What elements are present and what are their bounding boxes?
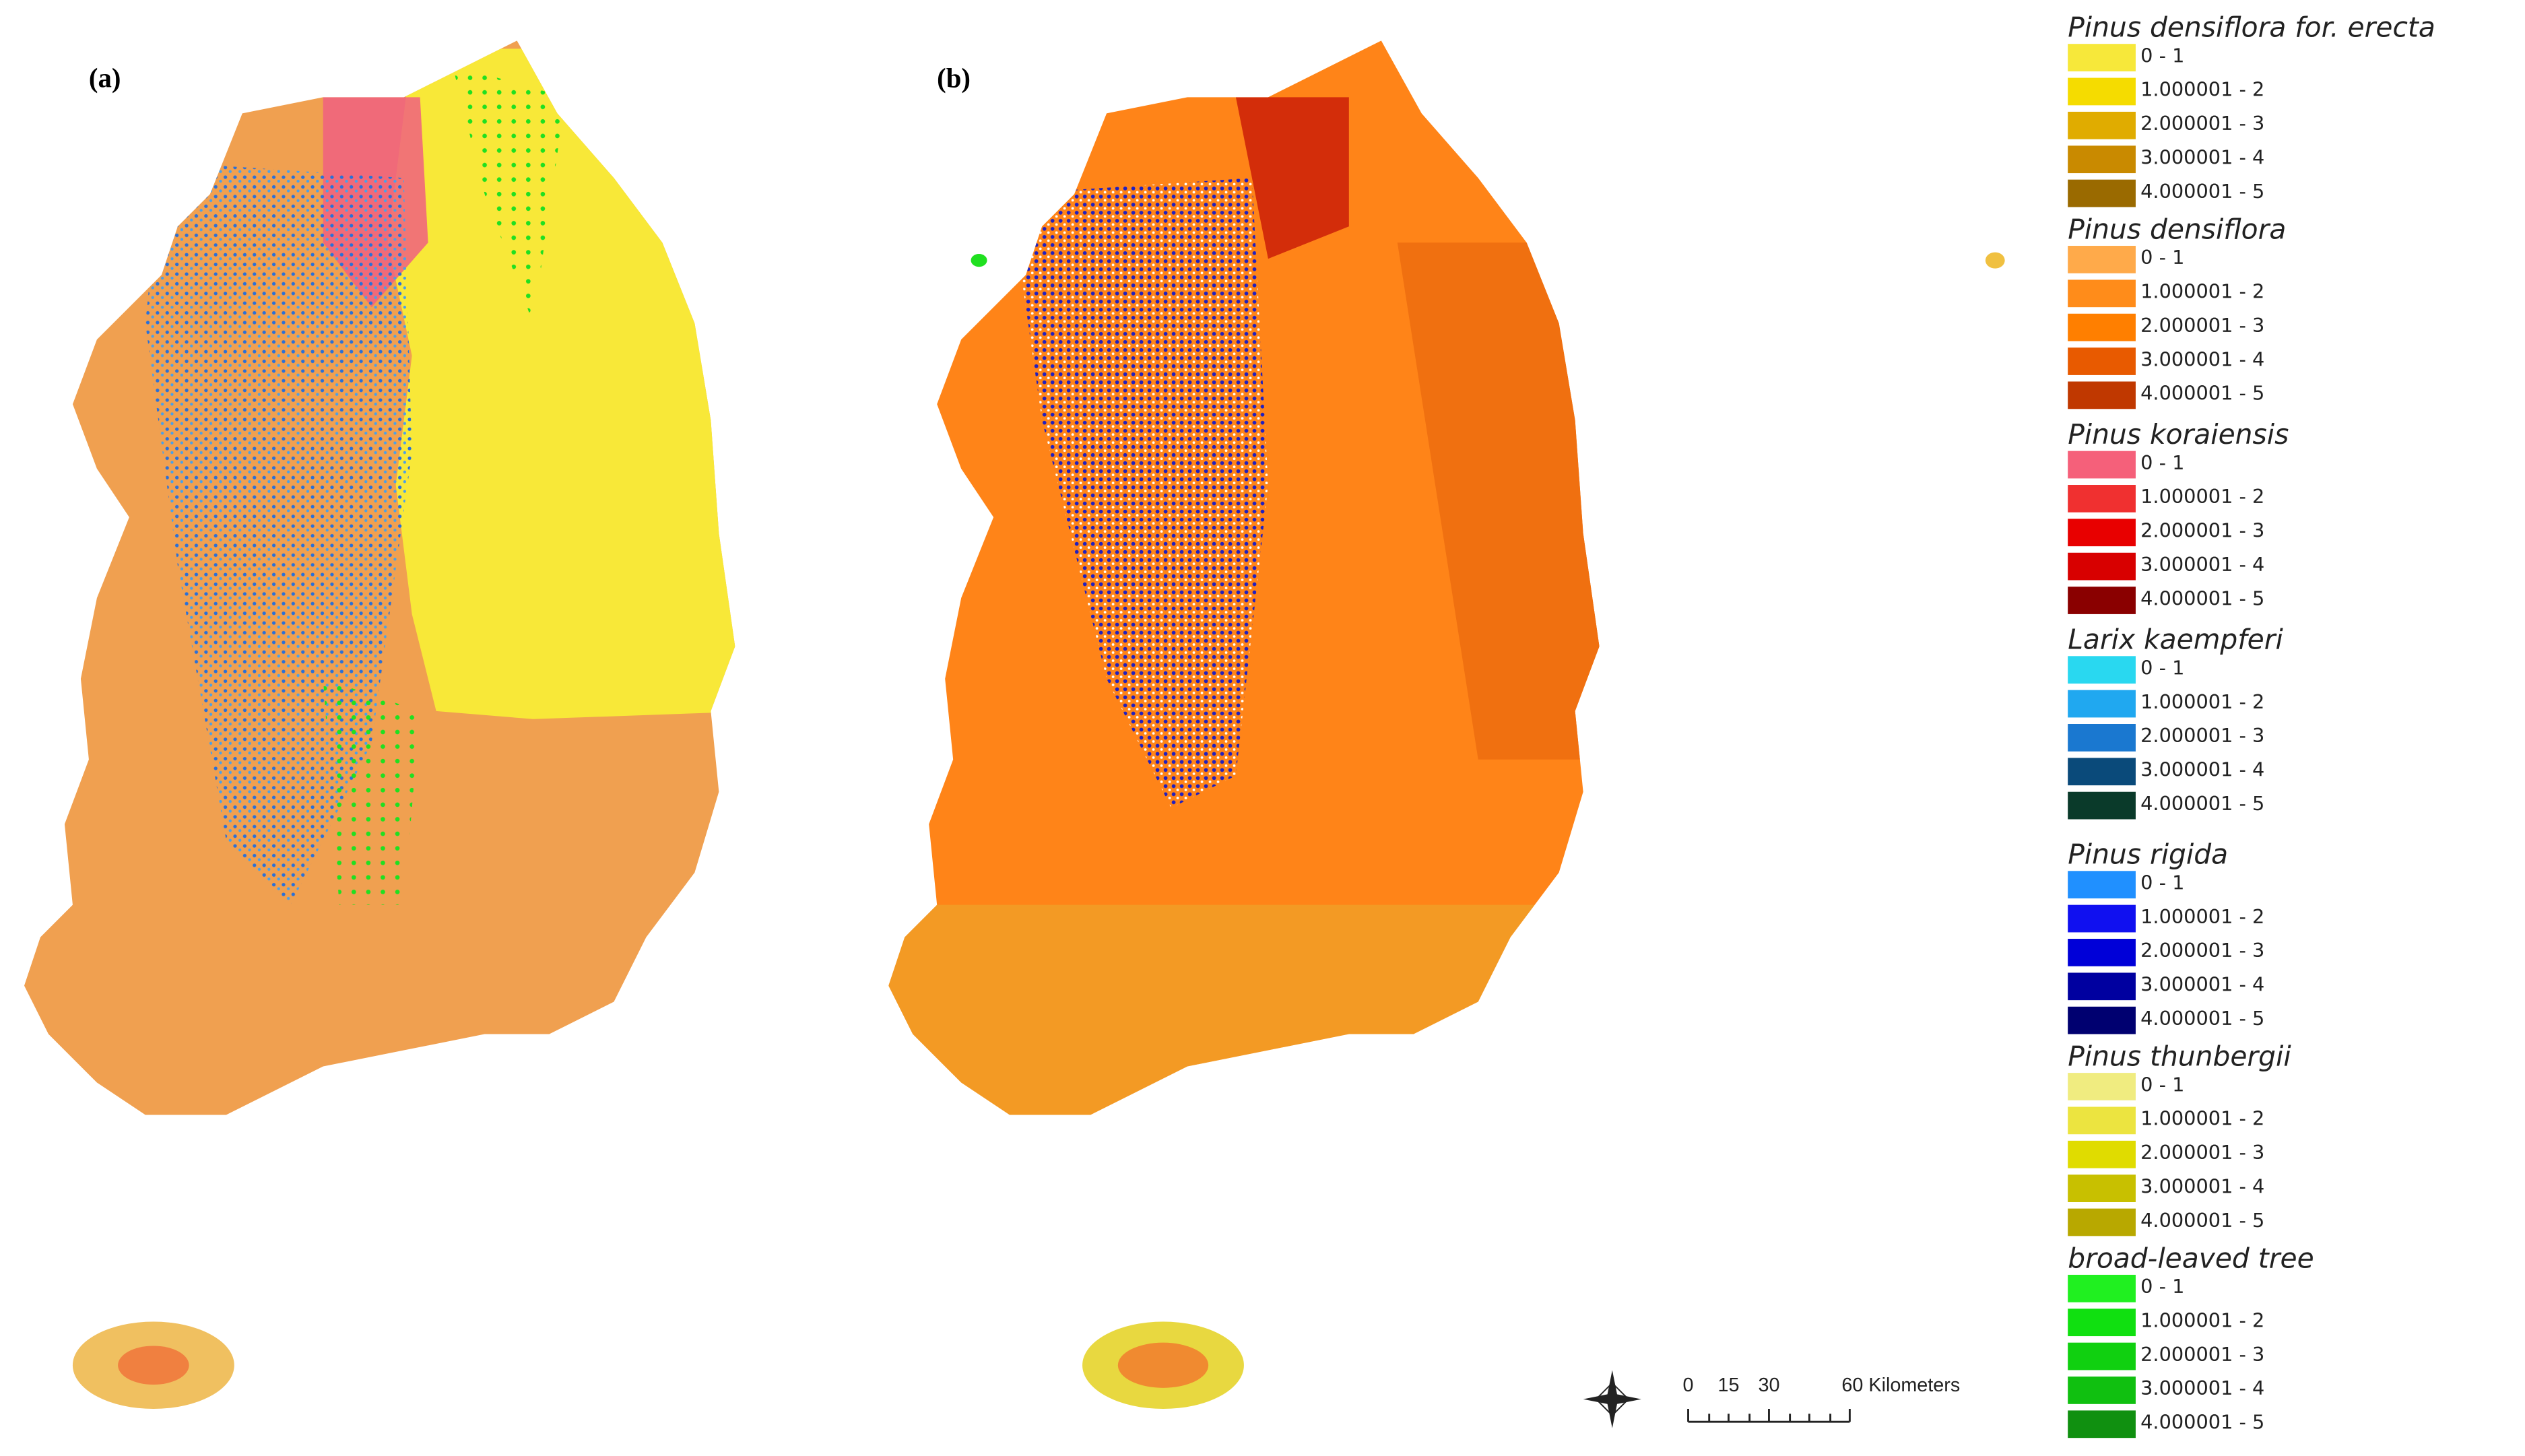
legend-label: 4.000001 - 5 <box>2140 792 2264 815</box>
legend-label: 3.000001 - 4 <box>2140 1377 2264 1399</box>
legend-swatch <box>2068 1274 2136 1302</box>
legend-label: 4.000001 - 5 <box>2140 382 2264 405</box>
legend-title: broad-leaved tree <box>2068 1242 2314 1274</box>
legend-swatch <box>2068 1106 2136 1135</box>
legend-label: 2.000001 - 3 <box>2140 112 2264 135</box>
legend-swatch <box>2068 552 2136 581</box>
legend-swatch <box>2068 279 2136 308</box>
legend-label: 1.000001 - 2 <box>2140 280 2264 303</box>
legend-title: Larix kaempferi <box>2068 624 2283 656</box>
legend-swatch <box>2068 145 2136 174</box>
scale-label: 0 <box>1683 1375 1694 1396</box>
legend-label: 0 - 1 <box>2140 871 2184 894</box>
legend-swatch <box>2068 1073 2136 1100</box>
legend-label: 3.000001 - 4 <box>2140 348 2264 370</box>
legend-label: 0 - 1 <box>2140 1275 2184 1298</box>
legend-label: 2.000001 - 3 <box>2140 519 2264 542</box>
legend-swatch <box>2068 791 2136 820</box>
legend-label: 2.000001 - 3 <box>2140 314 2264 337</box>
legend-label: 1.000001 - 2 <box>2140 485 2264 508</box>
legend-swatch <box>2068 939 2136 966</box>
legend-label: 1.000001 - 2 <box>2140 1309 2264 1331</box>
legend-label: 0 - 1 <box>2140 44 2184 67</box>
legend-label: 2.000001 - 3 <box>2140 1141 2264 1164</box>
legend-swatch <box>2068 904 2136 933</box>
legend-title: Pinus thunbergii <box>2068 1040 2291 1073</box>
legend-swatch <box>2068 313 2136 341</box>
scale-label: 15 <box>1717 1375 1739 1396</box>
panel-label: (a) <box>89 63 121 94</box>
legend-swatch <box>2068 690 2136 718</box>
legend-label: 2.000001 - 3 <box>2140 939 2264 962</box>
legend-label: 1.000001 - 2 <box>2140 690 2264 713</box>
legend-label: 3.000001 - 4 <box>2140 553 2264 576</box>
legend-swatch <box>2068 179 2136 207</box>
panel-label: (b) <box>937 63 971 94</box>
legend-swatch <box>2068 1140 2136 1168</box>
legend-swatch <box>2068 1006 2136 1034</box>
legend-swatch <box>2068 519 2136 547</box>
legend-label: 1.000001 - 2 <box>2140 78 2264 101</box>
legend-swatch <box>2068 972 2136 1001</box>
legend-label: 2.000001 - 3 <box>2140 1343 2264 1366</box>
legend-label: 2.000001 - 3 <box>2140 724 2264 747</box>
legend-swatch <box>2068 1377 2136 1404</box>
legend-label: 3.000001 - 4 <box>2140 145 2264 168</box>
legend-swatch <box>2068 1309 2136 1337</box>
legend-swatch <box>2068 77 2136 106</box>
compass <box>1583 1370 1641 1428</box>
legend-swatch <box>2068 758 2136 786</box>
legend-label: 0 - 1 <box>2140 1073 2184 1096</box>
legend-label: 4.000001 - 5 <box>2140 1411 2264 1434</box>
legend-swatch <box>2068 1208 2136 1236</box>
legend-swatch <box>2068 485 2136 512</box>
legend-swatch <box>2068 587 2136 614</box>
legend-title: Pinus densiflora <box>2068 213 2286 245</box>
legend-swatch <box>2068 451 2136 479</box>
legend-label: 4.000001 - 5 <box>2140 180 2264 203</box>
legend-label: 0 - 1 <box>2140 656 2184 679</box>
legend-swatch <box>2068 1410 2136 1438</box>
legend-swatch <box>2068 724 2136 752</box>
scale-bar <box>1687 1409 1851 1423</box>
legend-label: 4.000001 - 5 <box>2140 1209 2264 1232</box>
legend-label: 3.000001 - 4 <box>2140 1174 2264 1197</box>
legend-label: 0 - 1 <box>2140 451 2184 474</box>
legend-swatch <box>2068 44 2136 71</box>
scale-label: 30 <box>1758 1375 1779 1396</box>
legend-swatch <box>2068 1174 2136 1202</box>
legend-label: 1.000001 - 2 <box>2140 1107 2264 1130</box>
legend-swatch <box>2068 111 2136 139</box>
legend-swatch <box>2068 871 2136 899</box>
legend-label: 1.000001 - 2 <box>2140 905 2264 928</box>
legend-title: Pinus densiflora for. erecta <box>2068 11 2435 44</box>
legend-label: 3.000001 - 4 <box>2140 973 2264 996</box>
legend-label: 0 - 1 <box>2140 246 2184 269</box>
legend-swatch <box>2068 348 2136 375</box>
legend-swatch <box>2068 1342 2136 1370</box>
legend-title: Pinus rigida <box>2068 838 2228 871</box>
legend-label: 4.000001 - 5 <box>2140 1007 2264 1030</box>
legend-title: Pinus koraiensis <box>2068 418 2289 451</box>
legend-label: 4.000001 - 5 <box>2140 587 2264 609</box>
map-b <box>888 40 2005 1410</box>
legend-swatch <box>2068 656 2136 684</box>
legend-swatch <box>2068 381 2136 409</box>
map-a <box>24 40 987 1410</box>
scale-label: 60 Kilometers <box>1841 1375 1960 1396</box>
legend-label: 3.000001 - 4 <box>2140 758 2264 781</box>
legend-swatch <box>2068 246 2136 273</box>
